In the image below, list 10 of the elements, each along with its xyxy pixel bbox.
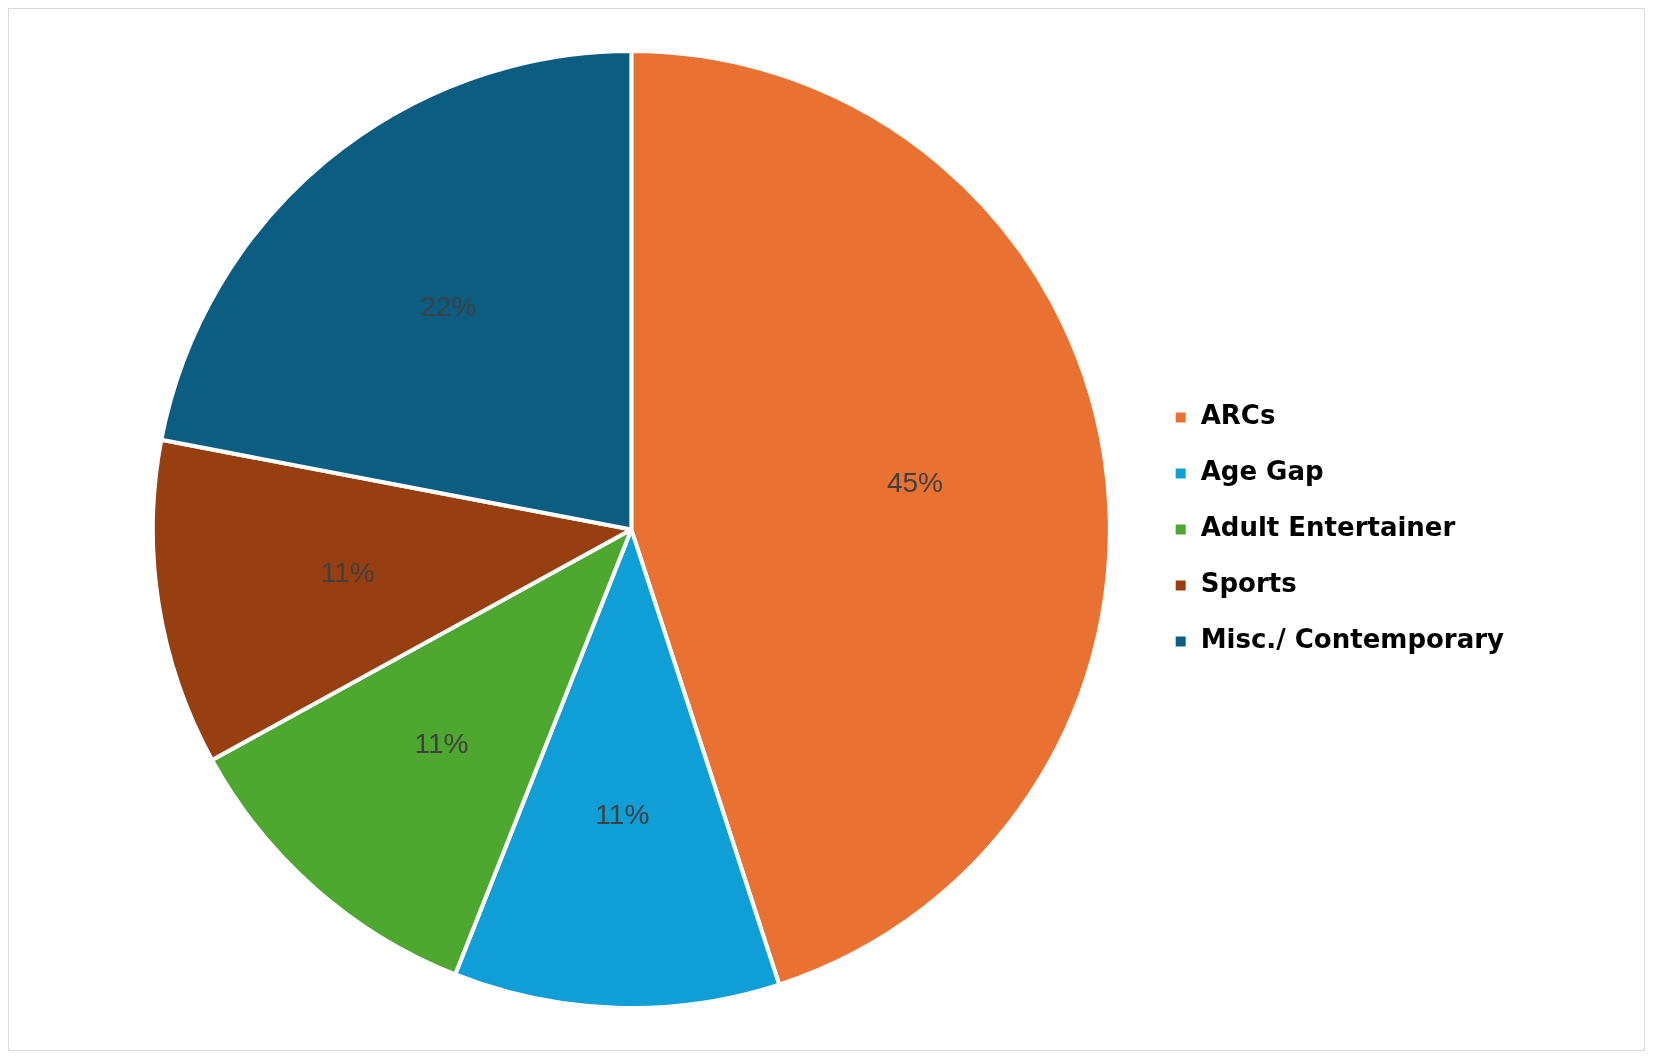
data-label: 45% <box>886 467 943 499</box>
data-label: 22% <box>420 291 477 322</box>
legend-label: Age Gap <box>1200 456 1324 487</box>
data-label: 11% <box>320 557 375 589</box>
data-label: 11% <box>595 799 650 831</box>
data-label: 11% <box>414 727 469 759</box>
legend-label: Sports <box>1200 568 1297 599</box>
legend-label: Adult Entertainer <box>1200 512 1456 543</box>
legend-label: Misc./ Contemporary <box>1200 624 1505 655</box>
legend-label: ARCs <box>1200 400 1276 431</box>
